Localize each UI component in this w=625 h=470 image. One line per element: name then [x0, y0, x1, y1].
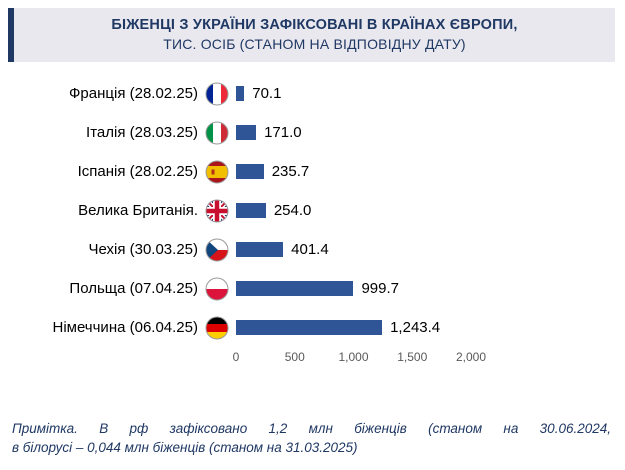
footnote-line2: в білорусі – 0,044 млн біженців (станом …	[12, 440, 358, 456]
chart-row-italy: Італія (28.03.25) 171.0	[0, 113, 625, 152]
value-label: 235.7	[271, 163, 310, 180]
germany-flag-icon	[205, 316, 229, 339]
bar-track: 401.4	[236, 241, 471, 258]
x-axis-tick: 1,000	[338, 350, 369, 364]
x-axis-tick: 1,500	[397, 350, 428, 364]
uk-flag-icon	[205, 199, 229, 222]
axis-tick-track: 0 500 1,000 1,500 2,000	[232, 350, 486, 366]
chart-row-france: Франція (28.02.25) 70.1	[0, 74, 625, 113]
value-label: 254.0	[273, 202, 312, 219]
chart-row-poland: Польща (07.04.25) 999.7	[0, 269, 625, 308]
category-label: Італія (28.03.25)	[86, 124, 198, 141]
bar-poland	[236, 281, 354, 296]
bar-track: 999.7	[236, 280, 471, 297]
x-axis-tick: 500	[284, 350, 305, 364]
bar-czechia	[236, 242, 284, 257]
bar-track: 235.7	[236, 163, 471, 180]
value-label: 401.4	[291, 241, 329, 258]
value-label: 1,243.4	[390, 319, 441, 336]
italy-flag-icon	[205, 121, 229, 144]
bar-italy	[236, 125, 257, 140]
chart-title-line2: ТИС. ОСІБ (СТАНОМ НА ВІДПОВІДНУ ДАТУ)	[163, 36, 466, 52]
footnote: Примітка. В рф зафіксовано 1,2 млн біжен…	[12, 419, 611, 458]
chart-title-line1: БІЖЕНЦІ З УКРАЇНИ ЗАФІКСОВАНІ В КРАЇНАХ …	[111, 17, 518, 33]
x-axis: 0 500 1,000 1,500 2,000	[0, 347, 625, 369]
footnote-line1: Примітка. В рф зафіксовано 1,2 млн біжен…	[12, 420, 611, 436]
bar-track: 254.0	[236, 202, 471, 219]
chart-title-box: БІЖЕНЦІ З УКРАЇНИ ЗАФІКСОВАНІ В КРАЇНАХ …	[8, 8, 615, 62]
chart-row-uk: Велика Британія. 254.0	[0, 191, 625, 230]
bar-track: 70.1	[236, 85, 471, 102]
bar-spain	[236, 164, 264, 179]
chart-row-germany: Німеччина (06.04.25) 1,243.4	[0, 308, 625, 347]
bar-uk	[236, 203, 266, 218]
x-axis-tick: 0	[232, 350, 240, 364]
value-label: 171.0	[264, 124, 302, 141]
category-label: Велика Британія.	[78, 202, 198, 219]
bar-track: 171.0	[236, 124, 471, 141]
bar-track: 1,243.4	[236, 319, 471, 336]
category-label: Іспанія (28.02.25)	[77, 163, 198, 180]
chart-row-czechia: Чехія (30.03.25) 401.4	[0, 230, 625, 269]
bar-france	[236, 86, 245, 101]
category-label: Франція (28.02.25)	[69, 85, 198, 102]
x-axis-tick: 2,000	[455, 350, 487, 364]
france-flag-icon	[205, 82, 229, 105]
category-label: Німеччина (06.04.25)	[52, 319, 198, 336]
poland-flag-icon	[205, 277, 229, 300]
bar-germany	[236, 320, 383, 335]
value-label: 999.7	[361, 280, 399, 297]
spain-flag-icon	[205, 160, 229, 183]
value-label: 70.1	[252, 85, 282, 102]
czechia-flag-icon	[205, 238, 229, 261]
category-label: Чехія (30.03.25)	[88, 241, 198, 258]
chart-row-spain: Іспанія (28.02.25) 235.7	[0, 152, 625, 191]
category-label: Польща (07.04.25)	[69, 280, 198, 297]
bar-chart: Франція (28.02.25) 70.1 Італія (28.03.25…	[0, 74, 625, 369]
